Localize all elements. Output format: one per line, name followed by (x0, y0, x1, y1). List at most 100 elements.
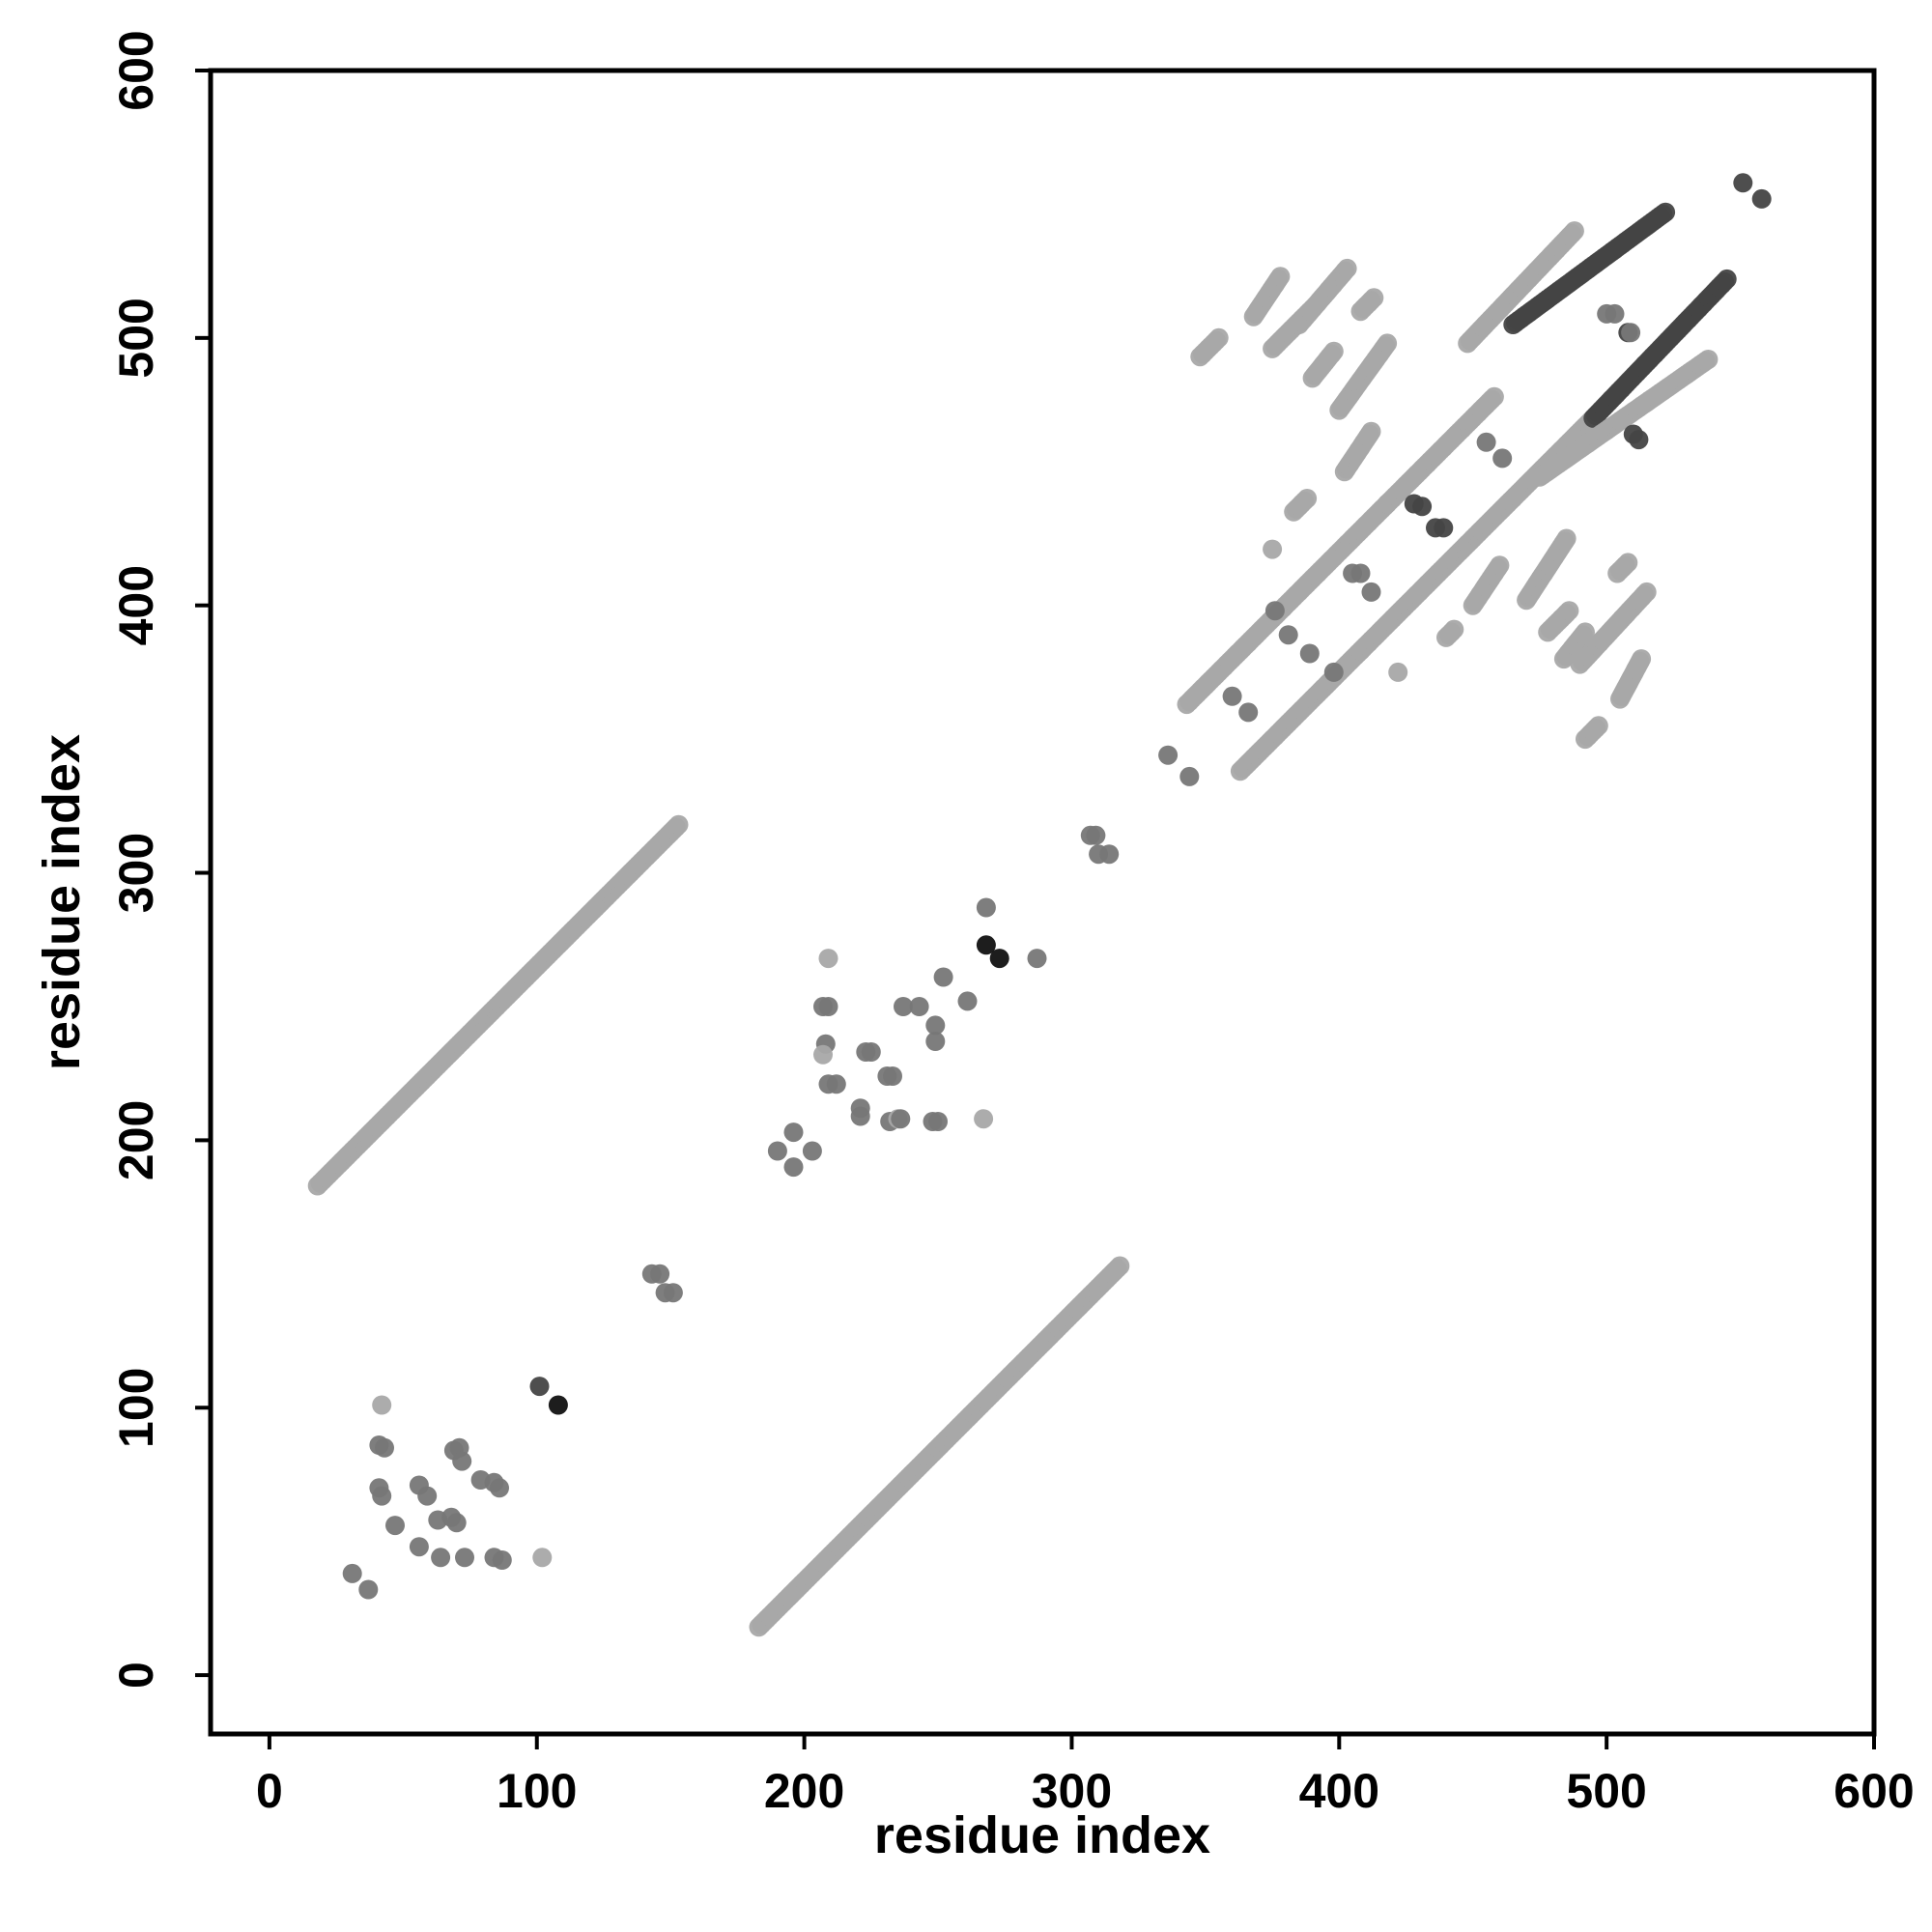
plot-frame (208, 68, 1877, 1737)
contact-point (417, 1486, 438, 1506)
contact-point (1564, 221, 1584, 242)
contact-point (783, 1122, 804, 1143)
contact-point (1588, 716, 1608, 736)
contact-point (409, 1537, 429, 1557)
x-tick-label: 600 (1833, 1764, 1914, 1818)
contact-point (802, 1141, 822, 1161)
contact-point (1099, 844, 1120, 865)
contact-point (783, 1157, 804, 1178)
contact-point (1222, 686, 1242, 706)
x-tick-label: 100 (497, 1764, 577, 1818)
contact-point (976, 897, 996, 918)
contact-point (1264, 601, 1285, 621)
y-axis: 0 100 200 300 400 500 600 (109, 30, 213, 1689)
contact-point (1484, 386, 1504, 407)
y-tick-label: 0 (109, 1662, 163, 1689)
contact-point (1158, 745, 1179, 765)
contact-point (928, 1112, 948, 1131)
contact-point (1717, 269, 1737, 289)
contact-point (1086, 825, 1106, 845)
x-tick-label: 500 (1566, 1764, 1646, 1818)
contact-point (909, 997, 929, 1016)
contact-point (1323, 662, 1344, 682)
contact-point (452, 1451, 472, 1471)
contact-point (1751, 188, 1772, 209)
contact-point (989, 949, 1009, 969)
contact-point (529, 1377, 550, 1397)
contact-point (1179, 766, 1200, 786)
contact-point (1263, 539, 1283, 559)
contact-point (1378, 333, 1398, 354)
contact-point (663, 1283, 683, 1303)
contact-point (976, 935, 996, 955)
y-tick-label: 300 (109, 833, 163, 913)
contact-point (1444, 619, 1464, 639)
contact-point (1238, 702, 1259, 723)
contact-point (342, 1563, 362, 1583)
contact-point (891, 1109, 911, 1129)
contact-point (1621, 323, 1641, 343)
contact-point (1270, 267, 1291, 287)
contact-point (894, 997, 913, 1016)
contact-point (372, 1486, 392, 1506)
y-tick-label: 400 (109, 565, 163, 645)
contact-point (1556, 528, 1577, 549)
contact-point (957, 991, 978, 1011)
contact-point (455, 1548, 474, 1568)
contact-point (1476, 432, 1496, 452)
x-tick-label: 400 (1299, 1764, 1379, 1818)
contact-point (1490, 555, 1510, 576)
x-axis: 0 100 200 300 400 500 600 (256, 1732, 1915, 1818)
contact-point (826, 1074, 846, 1094)
contact-point (1618, 553, 1638, 573)
contact-point (548, 1395, 568, 1415)
contact-point (650, 1264, 670, 1284)
contact-point (1559, 601, 1579, 621)
contact-point (1388, 662, 1408, 682)
contact-point (668, 814, 689, 835)
contact-point (925, 1015, 946, 1036)
x-tick-label: 200 (764, 1764, 844, 1818)
contact-point (532, 1548, 553, 1568)
contact-point (1492, 448, 1513, 469)
contact-point (1350, 563, 1371, 583)
contact-point (850, 1098, 870, 1119)
y-axis-label: residue index (33, 734, 91, 1070)
x-tick-label: 0 (256, 1764, 283, 1818)
contact-point (385, 1516, 405, 1536)
contact-point (1434, 518, 1454, 538)
y-tick-label: 600 (109, 30, 163, 110)
contact-point (1208, 327, 1229, 348)
y-tick-label: 500 (109, 298, 163, 378)
contact-point (1412, 497, 1433, 517)
contact-point (372, 1395, 392, 1415)
contact-point (1636, 582, 1657, 602)
contact-point (974, 1109, 994, 1129)
contact-point (1323, 341, 1344, 361)
contact-point (1364, 288, 1384, 308)
contact-point (1605, 303, 1625, 324)
contact-point (1361, 582, 1381, 602)
contact-point (1629, 430, 1649, 450)
contact-point (1632, 649, 1652, 669)
contact-point (818, 949, 838, 969)
contact-point (883, 1066, 902, 1086)
contact-point (1733, 173, 1753, 193)
contact-point (490, 1478, 509, 1498)
contact-point (1027, 949, 1047, 969)
y-tick-label: 200 (109, 1100, 163, 1180)
contact-point (1278, 625, 1298, 645)
contact-point (861, 1042, 881, 1062)
contact-point (1110, 1256, 1130, 1276)
x-tick-label: 300 (1032, 1764, 1112, 1818)
contact-point (492, 1550, 512, 1570)
contact-point (375, 1437, 394, 1458)
contact-point (1361, 421, 1381, 441)
contact-point (1299, 643, 1320, 664)
marks-layer (307, 173, 1772, 1637)
contact-point (431, 1548, 451, 1568)
contact-point (1297, 489, 1318, 508)
contact-point (1698, 350, 1719, 369)
contact-point (933, 967, 953, 987)
